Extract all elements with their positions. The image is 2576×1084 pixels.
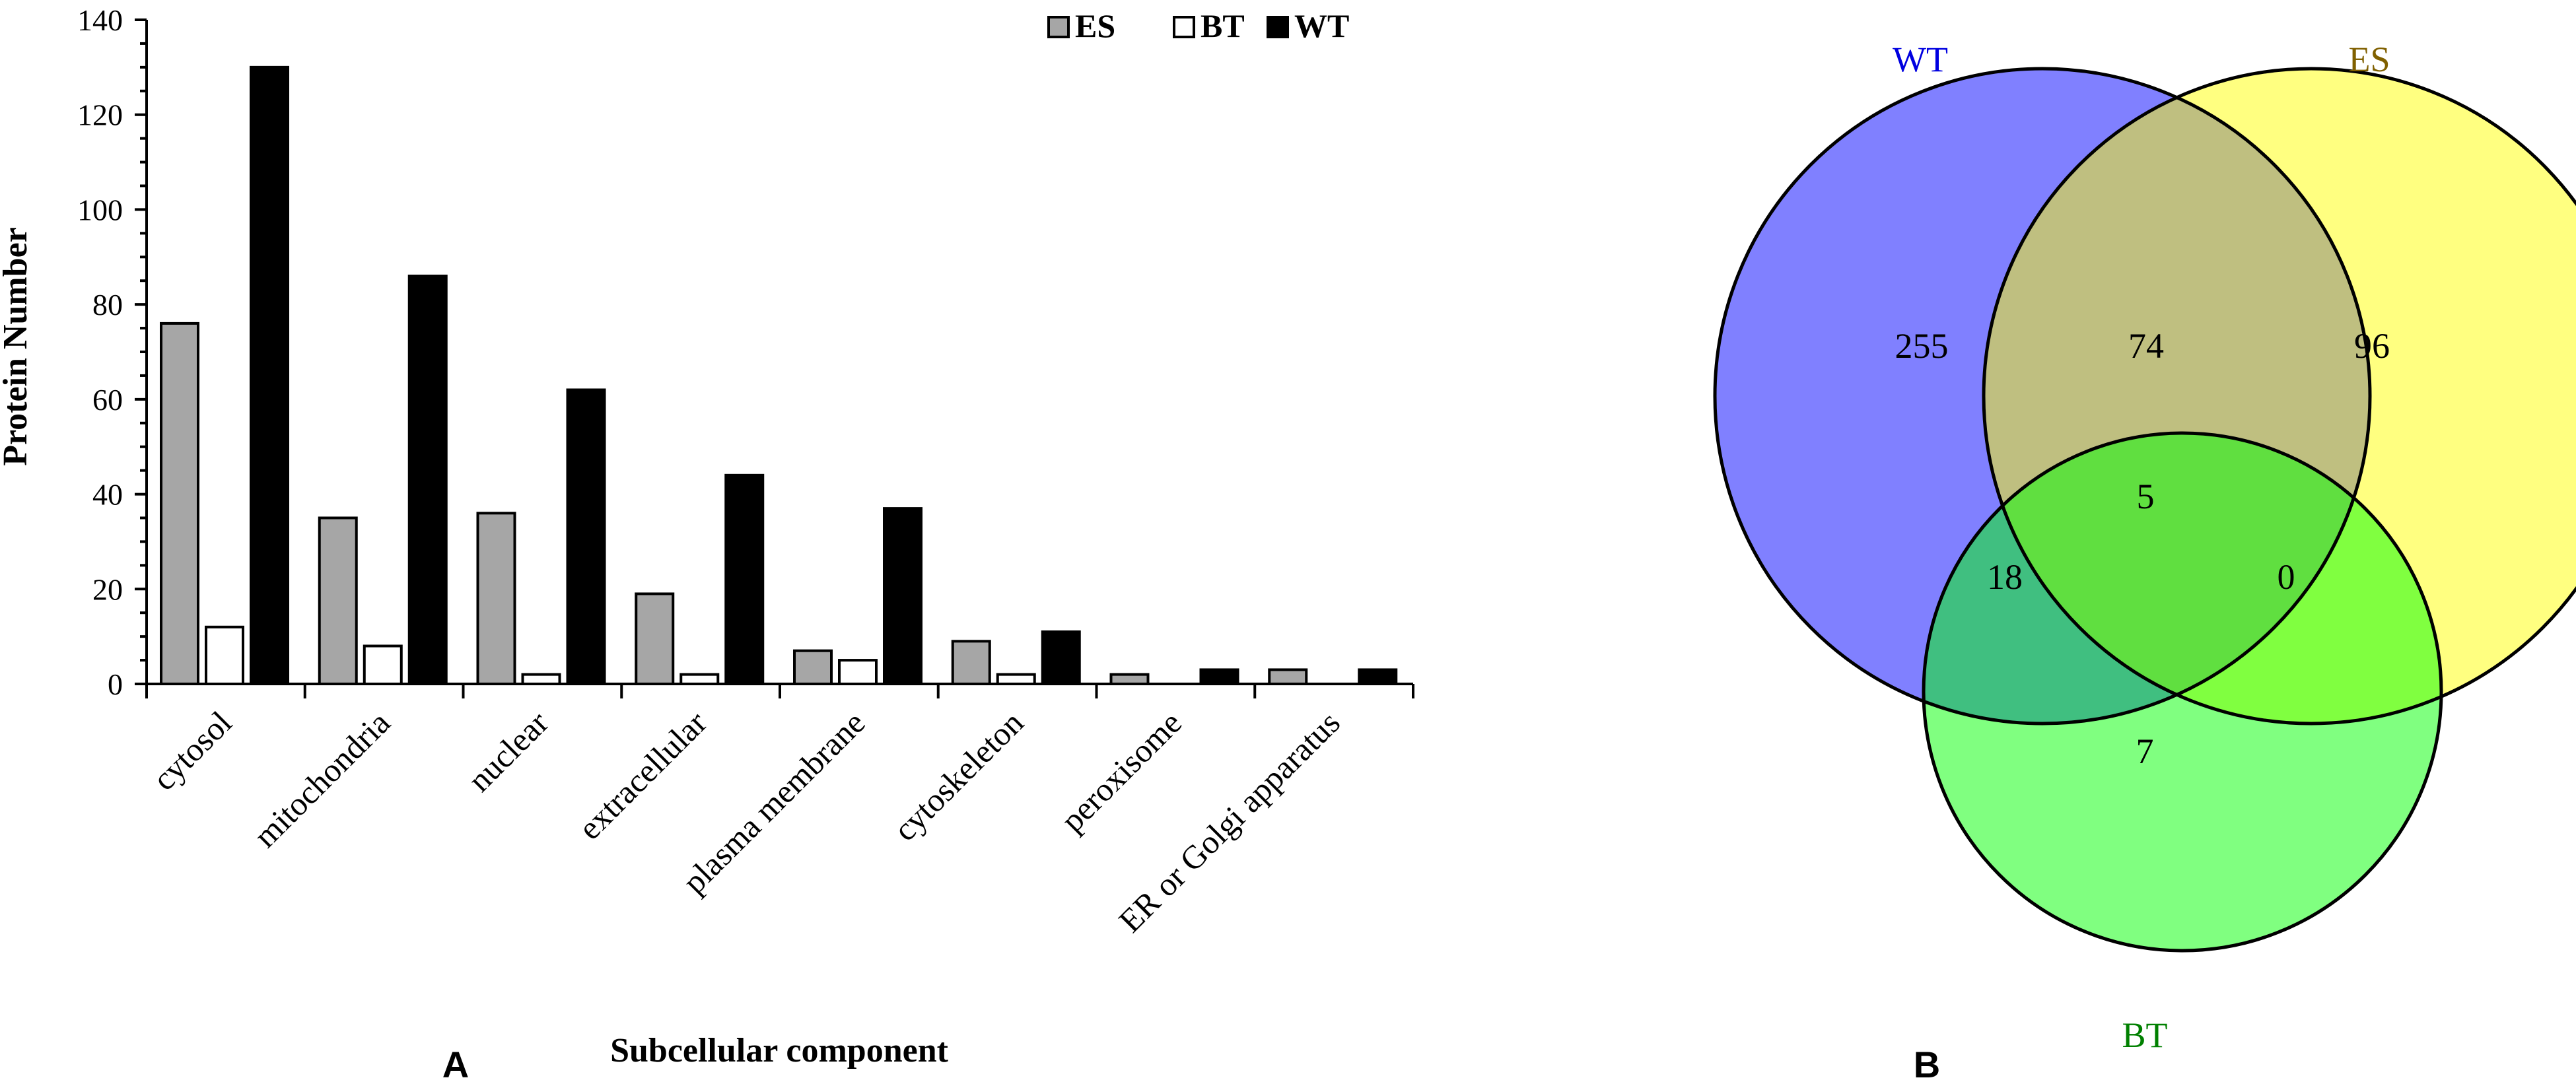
- bar-group: [160, 65, 1398, 686]
- bar-es-mitochondria: [318, 516, 358, 685]
- bar-chart: 0 20 40 60 80 100 120 140 cytosol mitochondria nu…: [0, 3, 1414, 1084]
- category-label: nuclear: [461, 704, 556, 799]
- category-label: cytoskeleton: [886, 704, 1030, 848]
- y-tick-label: 40: [92, 478, 123, 512]
- bar-es-nuclear: [476, 512, 516, 685]
- venn-region-bt-only: 7: [2136, 731, 2154, 771]
- bar-wt-peroxisome: [1199, 668, 1239, 686]
- legend-swatch-bt: [1173, 16, 1195, 38]
- venn-outlines: [1713, 67, 2576, 953]
- venn-region-es-bt: 0: [2278, 557, 2295, 597]
- venn-region-all: 5: [2137, 477, 2155, 516]
- bar-bt-mitochondria: [363, 644, 403, 685]
- bar-bt-cytoskeleton: [996, 673, 1036, 686]
- venn-circle-wt: [1713, 67, 2372, 726]
- venn-set-label-wt: WT: [1893, 40, 1948, 79]
- y-tick-label: 20: [92, 572, 123, 606]
- legend: ES BT WT: [1047, 7, 1349, 44]
- bar-es-er-or-golgi-apparatus: [1268, 668, 1308, 686]
- venn-set-label-bt: BT: [2122, 1015, 2167, 1055]
- bar-es-cytosol: [160, 322, 199, 685]
- y-tick-label: 0: [108, 667, 123, 701]
- y-axis-title: Protein Number: [0, 227, 34, 466]
- bar-bt-nuclear: [521, 673, 561, 686]
- bar-es-plasma-membrane: [793, 649, 833, 686]
- bar-wt-cytosol: [250, 65, 289, 686]
- venn-region-wt-only: 255: [1895, 326, 1949, 366]
- bar-bt-plasma-membrane: [838, 659, 878, 685]
- venn-region-es-only: 96: [2354, 326, 2390, 366]
- bar-wt-cytoskeleton: [1041, 630, 1081, 686]
- y-tick-label: 140: [77, 3, 123, 37]
- venn-circle-bt: [1922, 431, 2443, 953]
- y-tick-label: 80: [92, 288, 123, 322]
- bar-bt-cytosol: [205, 625, 244, 685]
- panel-label-b: B: [1914, 1044, 1940, 1084]
- bar-es-peroxisome: [1109, 673, 1150, 686]
- bar-bt-extracellular: [679, 673, 720, 686]
- legend-swatch-wt: [1267, 16, 1289, 38]
- category-labels: cytosol mitochondria nuclear extracellular p…: [145, 704, 1347, 939]
- bar-es-extracellular: [635, 592, 675, 685]
- bar-wt-plasma-membrane: [883, 507, 922, 686]
- legend-label-es: ES: [1075, 7, 1115, 44]
- venn-region-wt-es: 74: [2128, 326, 2164, 366]
- legend-label-bt: BT: [1201, 7, 1245, 44]
- y-tick-label: 60: [92, 383, 123, 417]
- category-label: peroxisome: [1054, 704, 1189, 839]
- category-label: extracellular: [571, 704, 714, 847]
- bar-wt-nuclear: [566, 388, 606, 685]
- y-tick-label: 100: [77, 193, 123, 226]
- legend-swatch-es: [1047, 16, 1070, 38]
- tick-labels: 0 20 40 60 80 100 120 140: [77, 3, 123, 701]
- bar-wt-er-or-golgi-apparatus: [1358, 668, 1398, 686]
- x-axis-title: Subcellular component: [610, 1032, 949, 1069]
- venn-diagram: 255 96 7 74 18 0 5 WT ES BT B: [1713, 40, 2576, 1084]
- bar-wt-extracellular: [724, 473, 765, 685]
- venn-set-label-es: ES: [2348, 40, 2390, 79]
- y-tick-label: 120: [77, 98, 123, 132]
- venn-region-wt-bt: 18: [1987, 557, 2023, 597]
- bar-es-cytoskeleton: [951, 640, 991, 685]
- bar-wt-mitochondria: [407, 275, 448, 685]
- axes: [135, 18, 1414, 698]
- venn-circle-es: [1982, 67, 2576, 726]
- category-label: cytosol: [145, 704, 239, 797]
- legend-label-wt: WT: [1294, 7, 1349, 44]
- category-label: mitochondria: [246, 704, 397, 854]
- panel-label-a: A: [442, 1044, 469, 1084]
